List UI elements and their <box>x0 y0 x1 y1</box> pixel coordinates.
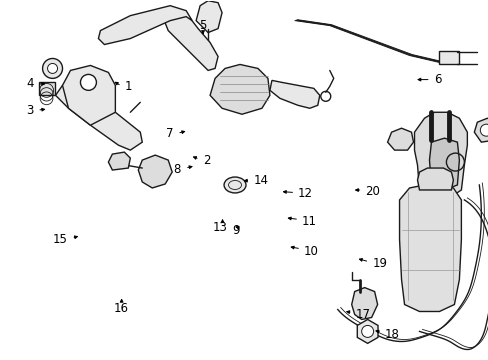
Text: 17: 17 <box>355 308 370 321</box>
Text: 16: 16 <box>114 302 129 315</box>
Circle shape <box>479 124 488 136</box>
Text: 7: 7 <box>166 127 173 140</box>
Polygon shape <box>98 6 192 45</box>
Polygon shape <box>269 80 319 108</box>
Text: 4: 4 <box>26 77 34 90</box>
Text: 19: 19 <box>371 257 386 270</box>
Polygon shape <box>414 112 467 198</box>
Text: 9: 9 <box>232 224 239 237</box>
Text: 2: 2 <box>203 154 210 167</box>
Text: 6: 6 <box>433 73 440 86</box>
Text: 1: 1 <box>125 80 132 93</box>
Text: 14: 14 <box>253 174 268 187</box>
Polygon shape <box>108 152 130 170</box>
Circle shape <box>361 325 373 337</box>
Polygon shape <box>473 118 488 142</box>
Text: 5: 5 <box>199 19 206 32</box>
Text: 11: 11 <box>302 215 316 228</box>
Text: 20: 20 <box>365 185 380 198</box>
Polygon shape <box>428 138 458 190</box>
Text: 15: 15 <box>53 233 68 246</box>
Polygon shape <box>351 288 377 319</box>
Polygon shape <box>138 155 172 188</box>
Polygon shape <box>56 85 142 150</box>
Polygon shape <box>399 185 461 311</box>
Ellipse shape <box>224 177 245 193</box>
Circle shape <box>81 75 96 90</box>
Circle shape <box>47 63 58 73</box>
Polygon shape <box>210 64 269 114</box>
Text: 10: 10 <box>304 244 318 257</box>
Circle shape <box>42 58 62 78</box>
Polygon shape <box>196 1 222 32</box>
Text: 18: 18 <box>384 328 399 341</box>
Polygon shape <box>39 82 55 95</box>
Polygon shape <box>387 128 413 150</box>
Text: 12: 12 <box>298 187 312 200</box>
Polygon shape <box>62 66 115 125</box>
Polygon shape <box>164 11 218 71</box>
Polygon shape <box>357 319 377 343</box>
Polygon shape <box>417 168 452 190</box>
Text: 13: 13 <box>212 221 227 234</box>
Polygon shape <box>439 50 458 64</box>
Text: 8: 8 <box>173 163 181 176</box>
Text: 3: 3 <box>26 104 34 117</box>
